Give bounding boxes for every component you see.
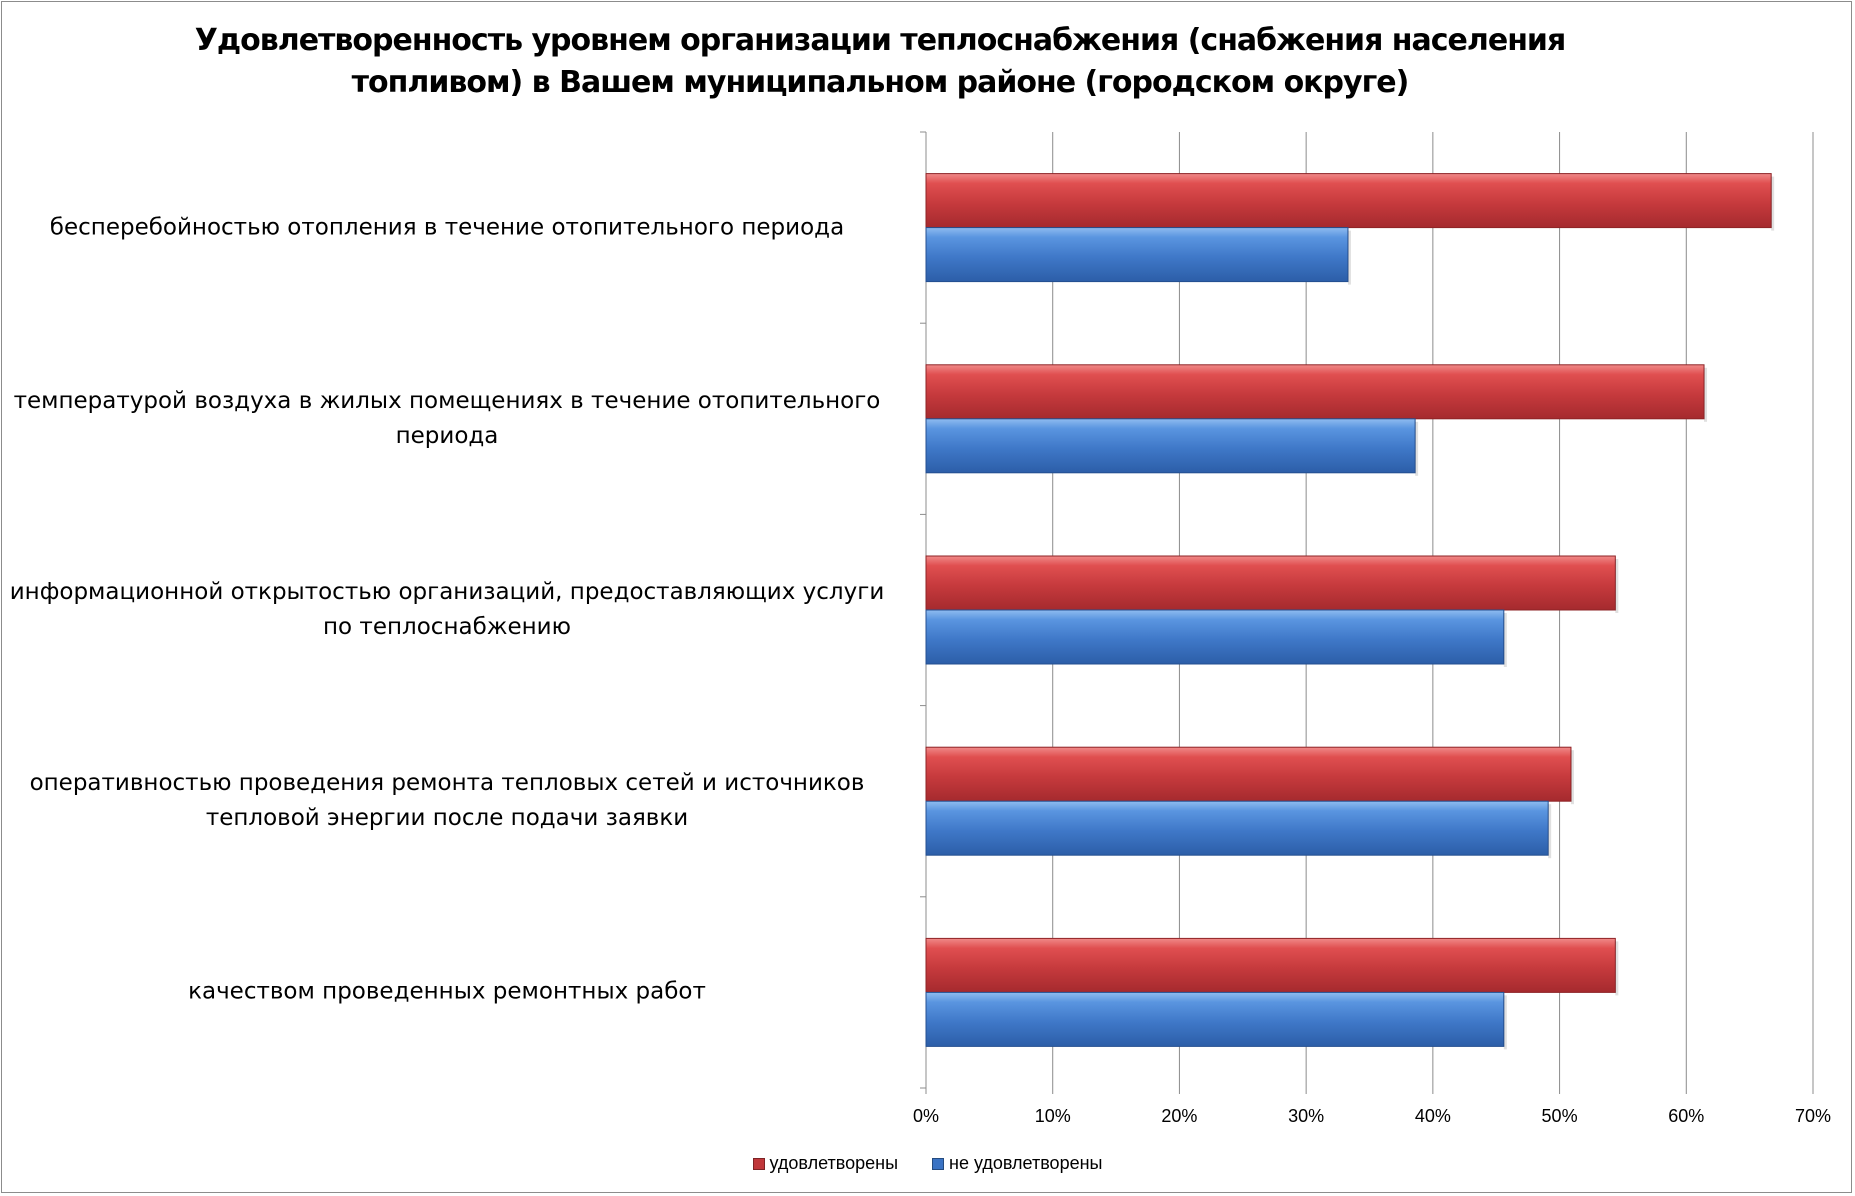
bar-shadow	[1570, 750, 1574, 805]
category-label-line: оперативностью проведения ремонта теплов…	[29, 770, 865, 797]
category-label-line: качеством проведенных ремонтных работ	[188, 978, 706, 1005]
x-tick-label-10: 10%	[1034, 1106, 1071, 1126]
chart-title-line-2: топливом) в Вашем муниципальном районе (…	[351, 65, 1410, 100]
bar-shadow	[1615, 941, 1619, 996]
legend-item-not-satisfied: не удовлетворены	[932, 1153, 1102, 1174]
legend-swatch-satisfied	[752, 1157, 765, 1170]
bar-satisfied-4	[925, 746, 1572, 802]
category-label-line: бесперебойностью отопления в течение ото…	[49, 214, 845, 241]
category-label-2: температурой воздуха в жилых помещениях …	[0, 384, 897, 454]
bar-shadow	[1704, 367, 1708, 422]
bar-not-satisfied-1	[925, 227, 1349, 283]
bar-not-satisfied-4	[925, 800, 1549, 856]
bar-shadow	[1615, 559, 1619, 613]
bar-not-satisfied-2	[925, 418, 1416, 474]
category-label-line: периода	[395, 422, 499, 449]
bar-shadow	[1771, 176, 1775, 231]
bar-shadow	[1503, 995, 1507, 1050]
category-label-4: оперативностью проведения ремонта теплов…	[0, 766, 897, 836]
bar-satisfied-5	[925, 937, 1616, 993]
legend-item-satisfied: удовлетворены	[752, 1153, 899, 1174]
category-label-line: тепловой энергии после подачи заявки	[205, 805, 689, 832]
category-label-line: температурой воздуха в жилых помещениях …	[13, 387, 881, 414]
bar-satisfied-2	[925, 364, 1705, 420]
category-label-1: бесперебойностью отопления в течение ото…	[0, 210, 897, 245]
x-tick-label-40: 40%	[1414, 1106, 1451, 1126]
legend-label-not-satisfied: не удовлетворены	[949, 1153, 1103, 1173]
bar-shadow	[1548, 804, 1552, 859]
category-label-3: информационной открытостью организаций, …	[0, 575, 897, 645]
x-tick-label-50: 50%	[1541, 1106, 1578, 1126]
chart-title-line-1: Удовлетворенность уровнем организации те…	[194, 23, 1566, 58]
bar-shadow	[1415, 421, 1419, 476]
x-tick-label-60: 60%	[1668, 1106, 1705, 1126]
x-tick-label-30: 30%	[1288, 1106, 1325, 1126]
bar-shadow	[1503, 613, 1507, 667]
bar-not-satisfied-3	[925, 609, 1505, 665]
category-label-5: качеством проведенных ремонтных работ	[0, 975, 897, 1010]
bar-satisfied-3	[925, 555, 1616, 611]
bars	[925, 173, 1775, 1050]
legend: удовлетворены не удовлетворены	[0, 1153, 1855, 1174]
bar-satisfied-1	[925, 173, 1772, 229]
chart-title: Удовлетворенность уровнем организации те…	[160, 20, 1600, 104]
bar-shadow	[1347, 230, 1351, 285]
legend-swatch-not-satisfied	[932, 1157, 945, 1170]
x-tick-label-70: 70%	[1794, 1106, 1832, 1126]
category-label-line: информационной открытостью организаций, …	[9, 579, 885, 605]
x-tick-label-20: 20%	[1161, 1106, 1198, 1126]
legend-label-satisfied: удовлетворены	[769, 1153, 899, 1173]
category-label-line: по теплоснабжению	[323, 614, 571, 640]
x-tick-label-0: 0%	[912, 1106, 940, 1126]
bar-not-satisfied-5	[925, 991, 1505, 1047]
